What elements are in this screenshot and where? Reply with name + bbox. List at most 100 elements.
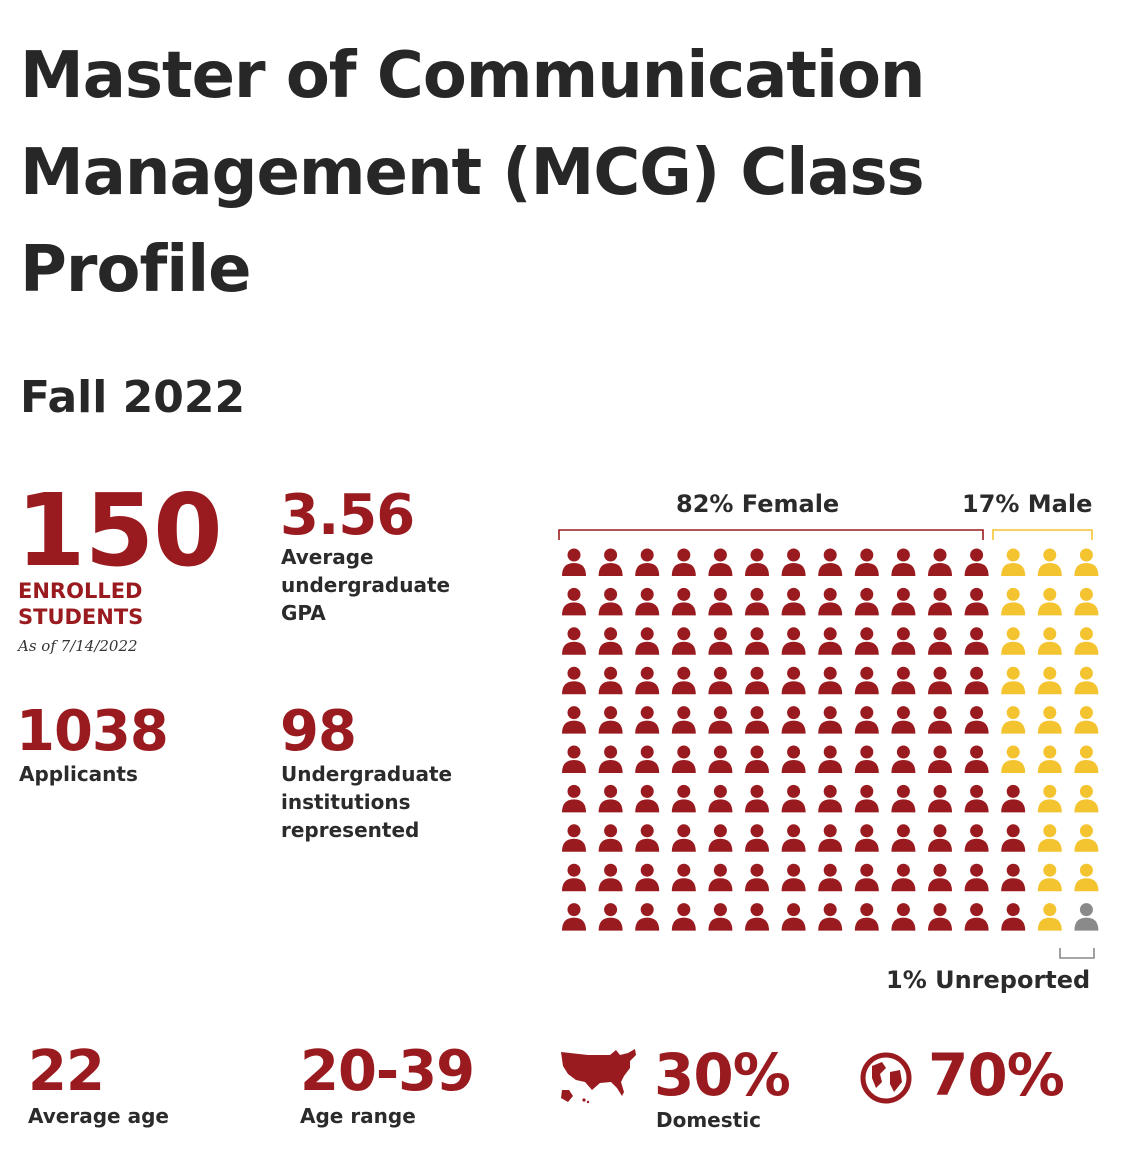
person-icon: [1074, 627, 1099, 655]
female-bracket: [558, 529, 984, 540]
term-label: Fall 2022: [20, 372, 246, 423]
person-icon: [1001, 627, 1026, 655]
person-icon: [1001, 824, 1026, 852]
person-icon: [818, 784, 843, 813]
person-icon: [708, 548, 733, 576]
person-icon: [854, 706, 879, 734]
institutions-label-line1: Undergraduate: [281, 762, 453, 786]
gpa-label-line2: undergraduate: [281, 573, 451, 597]
person-icon: [598, 666, 623, 695]
person-icon: [635, 548, 660, 576]
person-icon: [671, 548, 696, 576]
person-icon: [635, 666, 660, 695]
person-icon: [1074, 863, 1099, 892]
person-icon: [854, 745, 879, 773]
person-icon: [781, 745, 806, 773]
domestic-label: Domestic: [656, 1108, 761, 1132]
person-icon: [891, 587, 916, 616]
person-icon: [598, 587, 623, 616]
person-icon: [708, 745, 733, 773]
person-icon: [891, 666, 916, 695]
person-icon: [745, 666, 769, 695]
person-icon: [708, 863, 733, 892]
person-icon: [635, 745, 660, 773]
person-icon: [708, 824, 733, 852]
person-icon: [745, 903, 769, 931]
person-icon: [635, 706, 660, 734]
enrolled-label-line2: STUDENTS: [18, 605, 144, 629]
person-icon: [1074, 903, 1099, 931]
applicants-label: Applicants: [19, 762, 138, 786]
person-icon: [1074, 587, 1099, 616]
person-icon: [1037, 706, 1062, 734]
person-icon: [1074, 745, 1099, 773]
person-icon: [598, 627, 623, 655]
person-icon: [562, 666, 586, 695]
person-icon: [818, 587, 843, 616]
person-icon: [671, 863, 696, 892]
person-icon: [671, 824, 696, 852]
person-icon: [928, 903, 952, 931]
person-icon: [928, 666, 952, 695]
person-icon: [562, 903, 586, 931]
person-icon: [781, 903, 806, 931]
person-icon: [1037, 587, 1062, 616]
person-icon: [1074, 666, 1099, 695]
person-icon: [854, 784, 879, 813]
person-icon: [818, 863, 843, 892]
person-icon: [854, 863, 879, 892]
person-icon: [562, 548, 586, 576]
applicants-value: 1038: [16, 699, 169, 764]
person-icon: [1074, 706, 1099, 734]
person-icon: [745, 863, 769, 892]
person-icon: [854, 627, 879, 655]
person-icon: [964, 863, 989, 892]
person-icon: [562, 784, 586, 813]
person-icon: [671, 587, 696, 616]
unreported-bracket: [1059, 948, 1095, 959]
person-icon: [891, 627, 916, 655]
person-icon: [1037, 666, 1062, 695]
person-icon: [928, 824, 952, 852]
person-icon: [891, 824, 916, 852]
age-range-value: 20-39: [300, 1039, 475, 1104]
person-icon: [708, 587, 733, 616]
person-icon: [1037, 903, 1062, 931]
institutions-value: 98: [280, 699, 357, 764]
person-icon: [928, 745, 952, 773]
person-icon: [708, 903, 733, 931]
age-range-label: Age range: [300, 1104, 416, 1128]
avg-age-value: 22: [28, 1039, 105, 1104]
person-icon: [671, 784, 696, 813]
person-icon: [964, 824, 989, 852]
person-icon: [745, 587, 769, 616]
person-icon: [671, 903, 696, 931]
gpa-value: 3.56: [280, 483, 415, 548]
person-icon: [964, 784, 989, 813]
person-icon: [781, 587, 806, 616]
person-icon: [781, 627, 806, 655]
person-icon: [891, 863, 916, 892]
person-icon: [745, 548, 769, 576]
person-icon: [1037, 784, 1062, 813]
person-icon: [598, 548, 623, 576]
person-icon: [635, 824, 660, 852]
person-icon: [1001, 863, 1026, 892]
usa-map-icon: [561, 1049, 636, 1104]
person-icon: [708, 784, 733, 813]
person-icon: [562, 824, 586, 852]
person-icon: [854, 666, 879, 695]
person-icon: [818, 824, 843, 852]
person-icon: [708, 706, 733, 734]
person-icon: [854, 548, 879, 576]
person-icon: [964, 627, 989, 655]
legend-male: 17% Male: [962, 490, 1093, 518]
domestic-value: 30%: [654, 1041, 791, 1109]
person-icon: [781, 666, 806, 695]
person-icon: [1074, 548, 1099, 576]
person-icon: [964, 666, 989, 695]
institutions-label-line2: institutions: [281, 790, 411, 814]
person-icon: [671, 666, 696, 695]
person-icon: [562, 627, 586, 655]
